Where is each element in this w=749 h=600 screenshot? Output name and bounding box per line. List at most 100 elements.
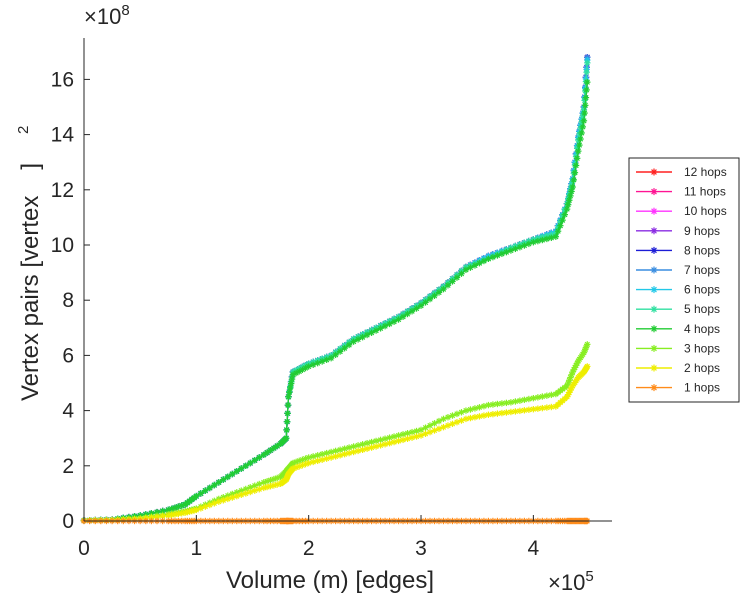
legend-label: 12 hops xyxy=(684,165,727,179)
legend: 12 hops 11 hops 10 hops 9 hops 8 hops 7 hops 6… xyxy=(628,157,740,403)
data-point xyxy=(471,405,479,412)
data-point xyxy=(206,484,214,492)
data-point xyxy=(417,426,425,434)
data-point xyxy=(302,460,309,468)
data-point xyxy=(566,197,573,204)
data-point xyxy=(494,410,501,417)
data-point xyxy=(577,135,584,143)
data-point xyxy=(229,470,236,478)
legend-swatch-marker xyxy=(650,384,658,392)
data-point xyxy=(568,188,575,195)
data-point xyxy=(323,455,330,462)
data-point xyxy=(251,457,258,464)
data-point xyxy=(381,322,389,330)
data-point xyxy=(332,351,339,359)
data-point xyxy=(354,447,362,455)
x-tick-label: 1 xyxy=(190,537,202,560)
y-tick-label: 2 xyxy=(62,455,74,478)
data-point xyxy=(462,266,470,274)
data-point xyxy=(559,216,566,224)
data-point xyxy=(318,451,326,458)
data-point xyxy=(572,162,580,169)
data-point xyxy=(305,459,312,467)
legend-swatch-marker xyxy=(650,364,658,372)
data-point xyxy=(431,292,438,299)
data-point xyxy=(270,444,278,452)
data-point xyxy=(584,363,591,370)
series-3-hops xyxy=(80,341,591,524)
data-point xyxy=(159,512,166,520)
data-point xyxy=(377,325,384,332)
data-point xyxy=(534,394,542,401)
y-tick-label: 14 xyxy=(51,124,75,147)
data-point xyxy=(449,278,456,285)
data-point xyxy=(242,490,249,497)
data-point xyxy=(345,449,353,457)
data-point xyxy=(404,310,411,318)
x-axis-title: Volume (m) [edges] xyxy=(226,567,434,594)
data-point xyxy=(318,456,326,463)
legend-label: 6 hops xyxy=(684,283,720,297)
data-point xyxy=(283,418,291,425)
data-point xyxy=(462,407,470,414)
legend-swatch-marker xyxy=(650,325,658,333)
legend-swatch-marker xyxy=(650,266,658,274)
legend-label: 5 hops xyxy=(684,302,720,316)
data-point xyxy=(285,393,292,400)
data-point xyxy=(543,235,551,243)
data-point xyxy=(354,336,362,343)
data-point xyxy=(284,410,291,417)
plot-lines xyxy=(80,54,591,525)
data-point xyxy=(480,402,488,410)
data-point xyxy=(404,435,411,442)
data-point xyxy=(525,395,533,403)
data-point xyxy=(467,414,474,422)
data-point xyxy=(422,299,429,306)
legend-item: 4 hops xyxy=(636,322,720,336)
legend-item: 9 hops xyxy=(636,224,720,238)
data-point xyxy=(359,333,366,341)
data-point xyxy=(354,442,362,449)
legend-label: 2 hops xyxy=(684,361,720,375)
data-point xyxy=(480,412,488,419)
data-point xyxy=(283,435,290,442)
data-point xyxy=(283,426,290,434)
data-point xyxy=(224,495,231,503)
data-point xyxy=(251,487,258,494)
data-point xyxy=(571,169,579,176)
legend-swatch-marker xyxy=(650,168,658,176)
legend-item: 2 hops xyxy=(636,361,720,375)
data-point xyxy=(197,490,205,497)
data-point xyxy=(458,270,465,277)
y-ticks: 0 2 4 6 8 10 12 14 16 xyxy=(51,68,90,533)
data-point xyxy=(570,176,578,184)
data-point xyxy=(292,464,300,471)
data-point xyxy=(267,447,274,454)
data-point xyxy=(582,102,589,109)
data-point xyxy=(256,486,263,493)
data-point xyxy=(453,274,461,281)
data-point xyxy=(247,488,254,496)
data-point xyxy=(350,338,357,345)
data-point xyxy=(583,69,590,76)
data-point xyxy=(377,442,384,449)
data-point xyxy=(363,331,371,339)
data-point xyxy=(578,129,585,137)
legend-item: 1 hops xyxy=(636,381,720,395)
legend-swatch-marker xyxy=(650,188,658,196)
data-point xyxy=(395,432,402,439)
data-point xyxy=(345,341,353,349)
data-point xyxy=(215,479,223,486)
data-point xyxy=(462,415,470,423)
data-point xyxy=(539,393,546,400)
data-point xyxy=(220,497,227,504)
data-point xyxy=(314,452,321,459)
data-point xyxy=(444,282,452,289)
data-point xyxy=(327,354,335,362)
data-point xyxy=(507,399,515,406)
data-point xyxy=(247,459,254,467)
legend-item: 8 hops xyxy=(636,243,720,257)
data-point xyxy=(579,123,586,131)
data-point xyxy=(584,59,591,67)
